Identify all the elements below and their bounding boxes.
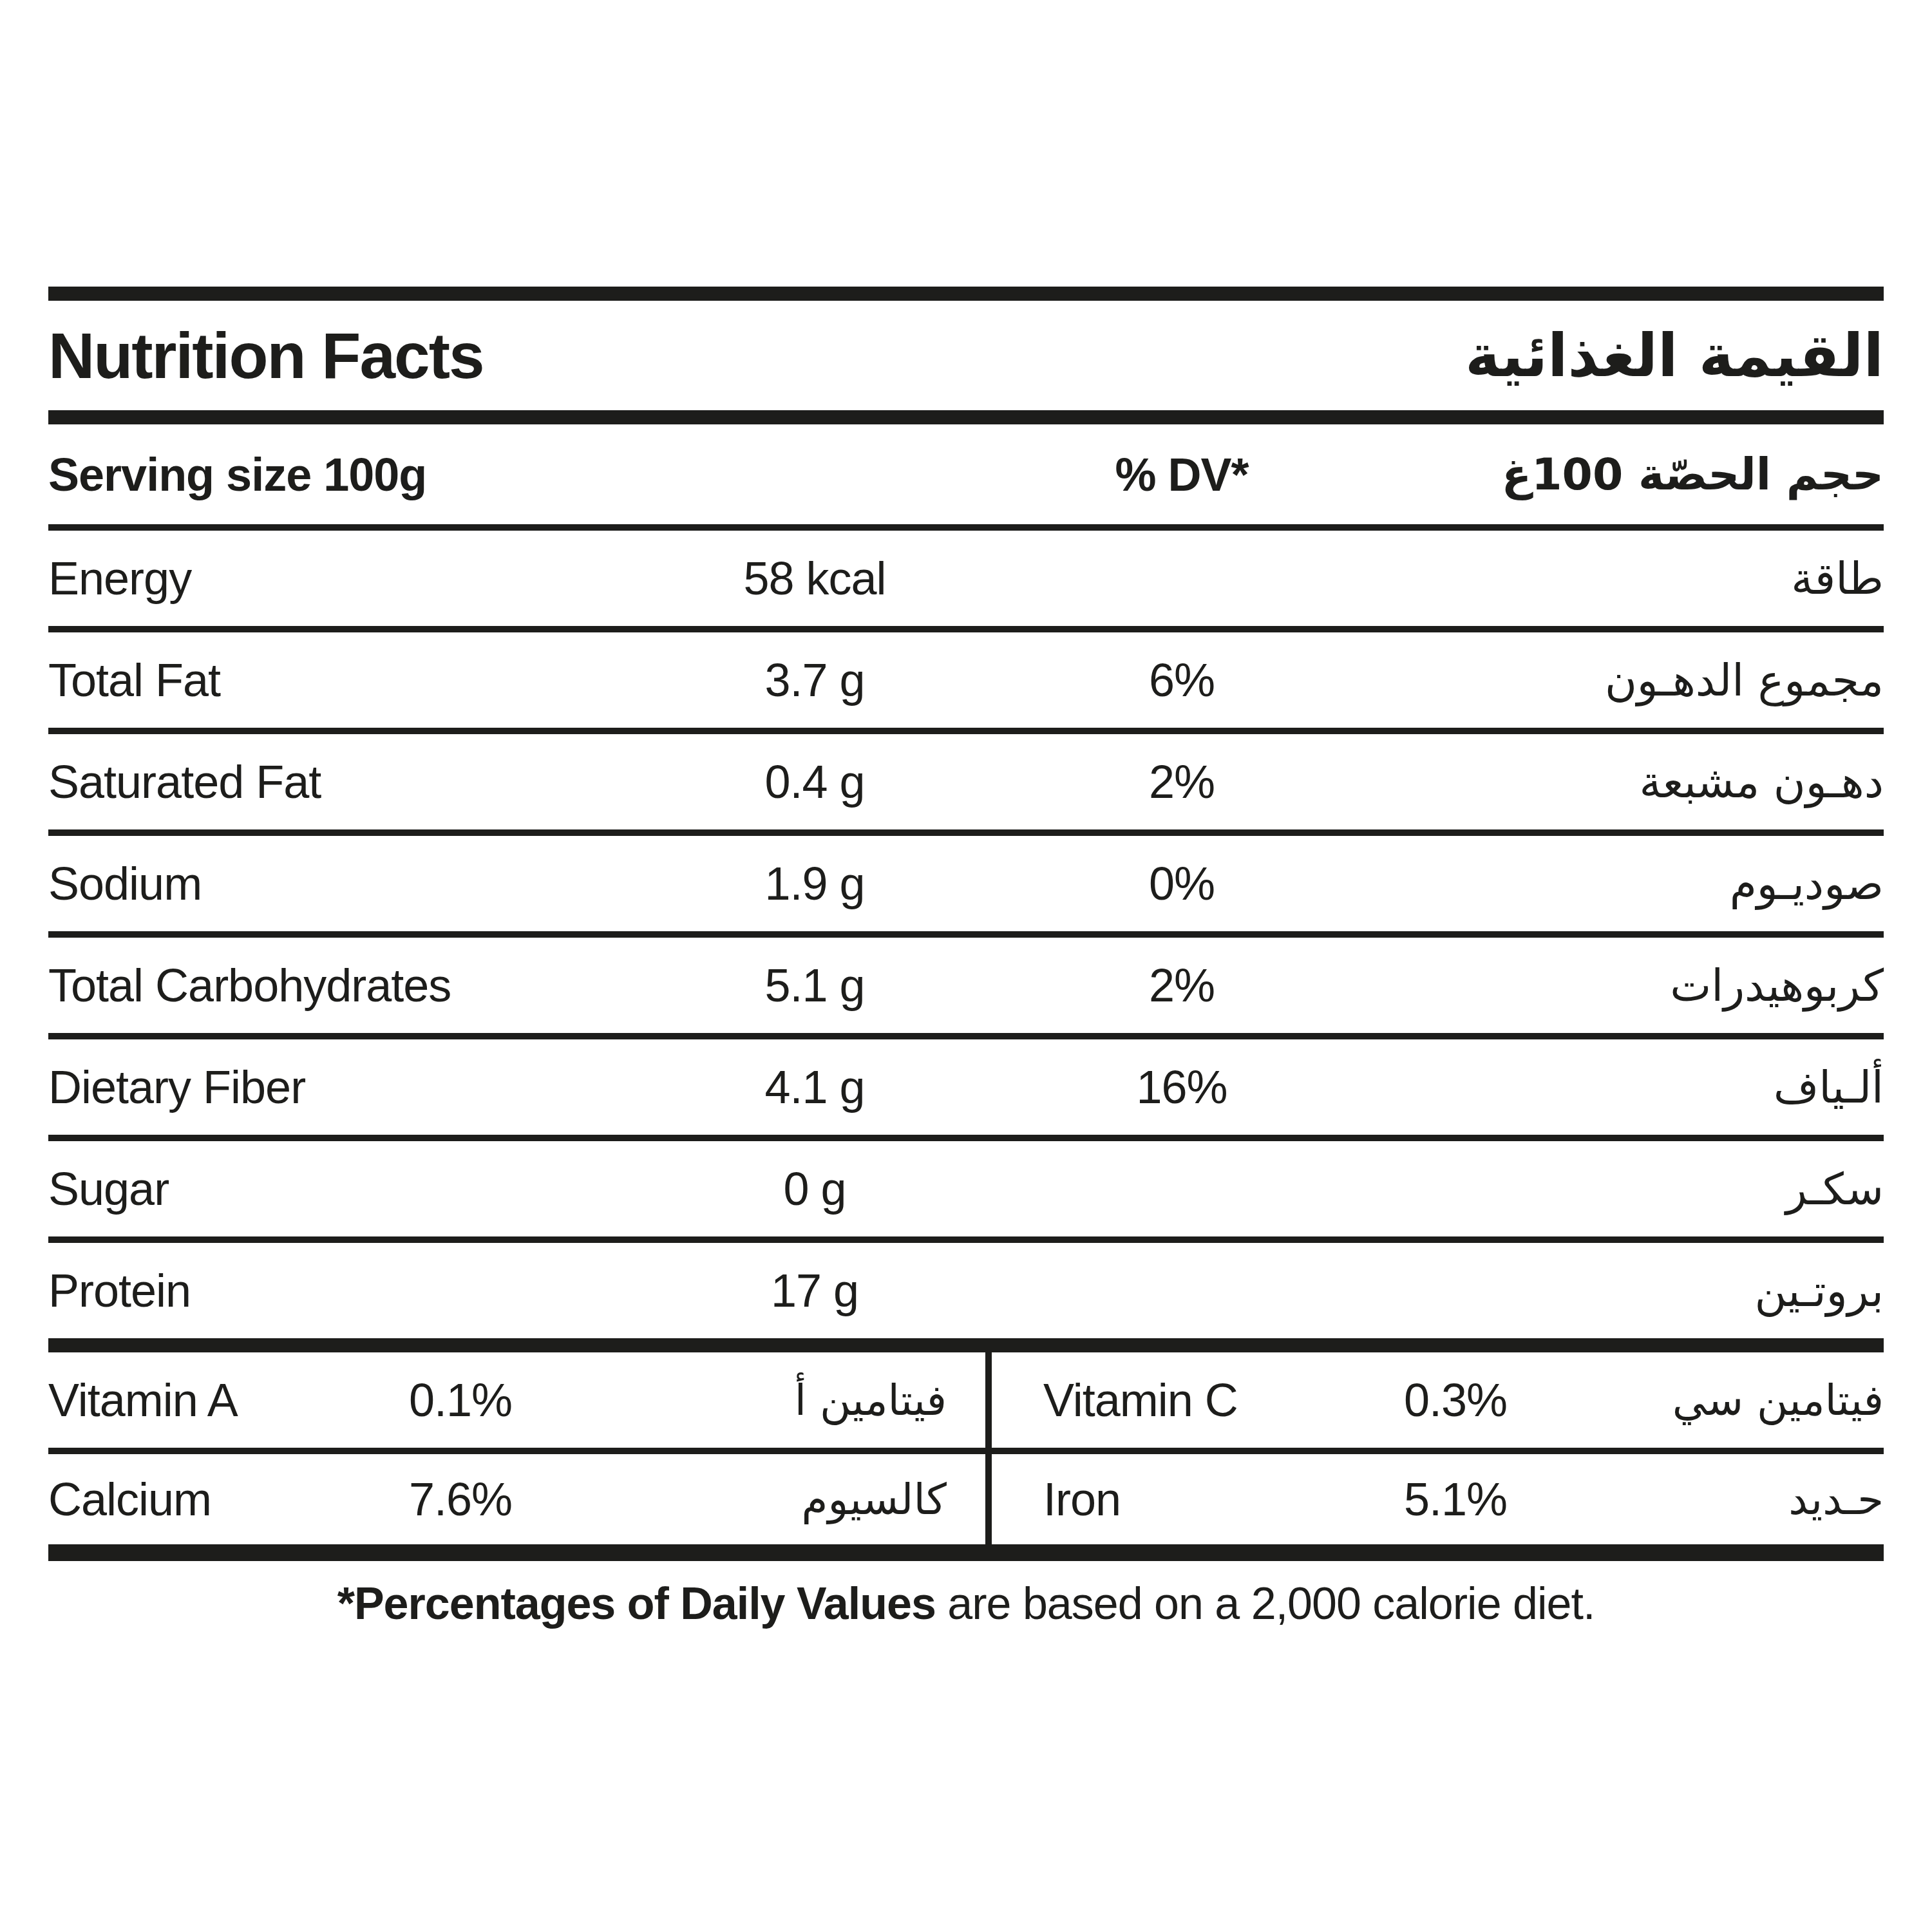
table-row-sodium: Sodium 1.9 g 0% صوديـوم <box>48 836 1884 931</box>
serving-size-english: Serving size 100g <box>48 448 602 501</box>
nutrient-name: Total Carbohydrates <box>48 959 602 1012</box>
nutrient-amount: 0.4 g <box>602 755 1027 808</box>
nutrient-name: Energy <box>48 552 602 605</box>
micronutrients-section: Vitamin A 0.1% فيتامين أ Vitamin C 0.3% … <box>48 1352 1884 1544</box>
nutrient-name: Iron <box>1043 1473 1320 1526</box>
table-row-total-fat: Total Fat 3.7 g 6% مجموع الدهـون <box>48 632 1884 728</box>
bottom-rule <box>48 1544 1884 1561</box>
nutrient-dv: 6% <box>1027 654 1336 706</box>
table-row-energy: Energy 58 kcal طاقة <box>48 531 1884 626</box>
label-header: Nutrition Facts القيمة الغذائية <box>48 301 1884 410</box>
nutrient-name-arabic: كربوهيدرات <box>1336 960 1884 1011</box>
nutrient-name: Saturated Fat <box>48 755 602 808</box>
nutrition-facts-label: Nutrition Facts القيمة الغذائية Serving … <box>48 287 1884 1629</box>
table-row-sugar: Sugar 0 g سكـر <box>48 1141 1884 1236</box>
nutrient-dv: 2% <box>1027 959 1336 1012</box>
nutrient-name-arabic: ألـياف <box>1336 1062 1884 1113</box>
title-english: Nutrition Facts <box>48 319 484 393</box>
nutrient-dv: 2% <box>1027 755 1336 808</box>
nutrient-name: Sodium <box>48 857 602 910</box>
row-separator <box>48 931 1884 938</box>
nutrient-name: Vitamin A <box>48 1374 325 1426</box>
table-row-vitamin-a-c: Vitamin A 0.1% فيتامين أ Vitamin C 0.3% … <box>48 1352 1884 1448</box>
nutrient-name: Sugar <box>48 1162 602 1215</box>
nutrient-name-arabic: فيتامين سي <box>1591 1376 1884 1425</box>
nutrient-amount: 0 g <box>602 1162 1027 1215</box>
nutrient-amount: 58 kcal <box>602 552 1027 605</box>
footnote-bold-text: *Percentages of Daily Values <box>337 1578 936 1629</box>
table-row-dietary-fiber: Dietary Fiber 4.1 g 16% ألـياف <box>48 1039 1884 1135</box>
row-separator <box>48 829 1884 836</box>
nutrient-amount: 1.9 g <box>602 857 1027 910</box>
nutrient-amount: 4.1 g <box>602 1061 1027 1113</box>
row-separator <box>48 1135 1884 1141</box>
nutrient-amount: 17 g <box>602 1264 1027 1317</box>
vertical-divider <box>985 1352 992 1544</box>
nutrient-name-arabic: مجموع الدهـون <box>1336 655 1884 706</box>
row-separator <box>48 728 1884 734</box>
table-row-calcium-iron: Calcium 7.6% كالسيوم Iron 5.1% حـديد <box>48 1454 1884 1544</box>
serving-size-row: Serving size 100g % DV* حجم الحصّة 100غ <box>48 424 1884 524</box>
header-rule <box>48 410 1884 424</box>
nutrient-dv: 0.3% <box>1320 1374 1591 1426</box>
serving-size-arabic: حجم الحصّة 100غ <box>1336 449 1884 500</box>
nutrient-name-arabic: حـديد <box>1591 1475 1884 1524</box>
nutrient-name-arabic: سكـر <box>1336 1164 1884 1215</box>
nutrient-name: Calcium <box>48 1473 325 1526</box>
row-separator <box>48 626 1884 632</box>
row-separator <box>48 1236 1884 1243</box>
daily-value-footnote: *Percentages of Daily Values are based o… <box>48 1561 1884 1629</box>
nutrient-dv: 5.1% <box>1320 1473 1591 1526</box>
nutrient-name: Protein <box>48 1264 602 1317</box>
top-rule <box>48 287 1884 301</box>
nutrient-name-arabic: بروتـين <box>1336 1265 1884 1316</box>
table-row-total-carbohydrates: Total Carbohydrates 5.1 g 2% كربوهيدرات <box>48 938 1884 1033</box>
row-separator <box>48 1033 1884 1039</box>
nutrient-dv: 7.6% <box>325 1473 596 1526</box>
nutrient-name: Dietary Fiber <box>48 1061 602 1113</box>
nutrient-amount: 3.7 g <box>602 654 1027 706</box>
table-row-protein: Protein 17 g بروتـين <box>48 1243 1884 1338</box>
table-row-saturated-fat: Saturated Fat 0.4 g 2% دهـون مشبعة <box>48 734 1884 829</box>
row-separator <box>48 1448 1884 1454</box>
footnote-regular-text: are based on a 2,000 calorie diet. <box>936 1578 1595 1629</box>
nutrient-dv: 0% <box>1027 857 1336 910</box>
nutrient-name: Vitamin C <box>1043 1374 1320 1426</box>
section-rule <box>48 1338 1884 1352</box>
nutrient-dv: 0.1% <box>325 1374 596 1426</box>
nutrient-name-arabic: كالسيوم <box>596 1475 947 1524</box>
nutrient-name-arabic: صوديـوم <box>1336 858 1884 909</box>
nutrient-name-arabic: طاقة <box>1336 553 1884 604</box>
row-separator <box>48 524 1884 531</box>
nutrient-amount: 5.1 g <box>602 959 1027 1012</box>
nutrient-dv: 16% <box>1027 1061 1336 1113</box>
nutrient-name-arabic: فيتامين أ <box>596 1376 947 1425</box>
nutrient-name-arabic: دهـون مشبعة <box>1336 757 1884 808</box>
nutrient-name: Total Fat <box>48 654 602 706</box>
title-arabic: القيمة الغذائية <box>1465 321 1884 390</box>
daily-value-column-header: % DV* <box>1027 448 1336 501</box>
